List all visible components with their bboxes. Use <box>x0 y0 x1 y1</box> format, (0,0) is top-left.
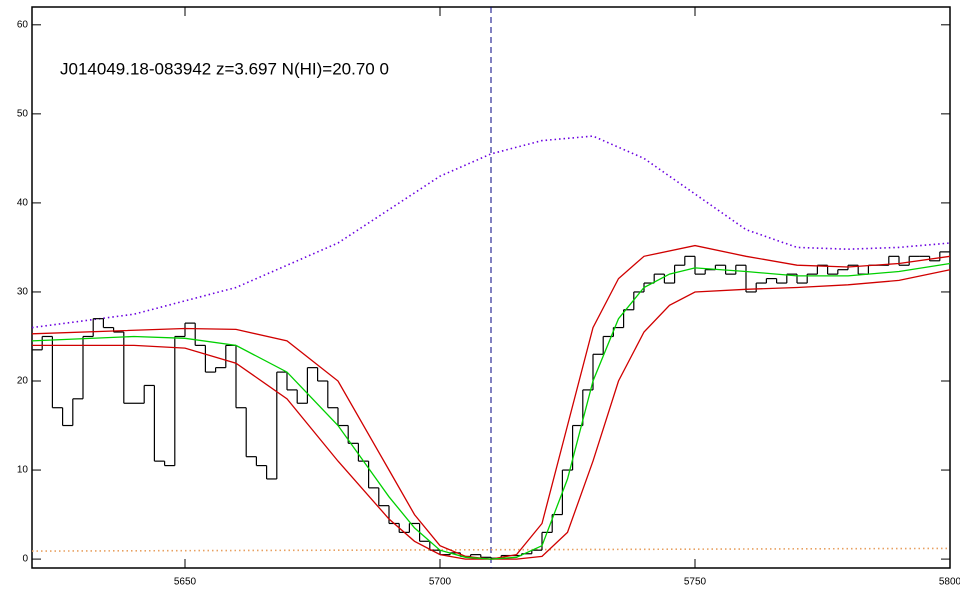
line-series <box>31 135 951 329</box>
chart-title: J014049.18-083942 z=3.697 N(HI)=20.70 0 <box>60 59 389 78</box>
x-tick-label: 5800 <box>939 577 960 588</box>
y-tick-label: 20 <box>17 376 29 387</box>
y-tick-label: 40 <box>17 198 29 209</box>
line-series <box>31 244 951 560</box>
y-tick-label: 60 <box>17 19 29 30</box>
y-tick-label: 30 <box>17 287 29 298</box>
line-series <box>31 262 951 560</box>
line-series <box>32 269 951 560</box>
line-series <box>31 547 951 552</box>
x-tick-label: 5750 <box>684 577 707 588</box>
x-tick-label: 5650 <box>174 577 197 588</box>
y-tick-label: 10 <box>17 465 29 476</box>
y-tick-label: 50 <box>17 108 29 119</box>
y-tick-label: 0 <box>22 554 28 565</box>
x-tick-label: 5700 <box>429 577 452 588</box>
